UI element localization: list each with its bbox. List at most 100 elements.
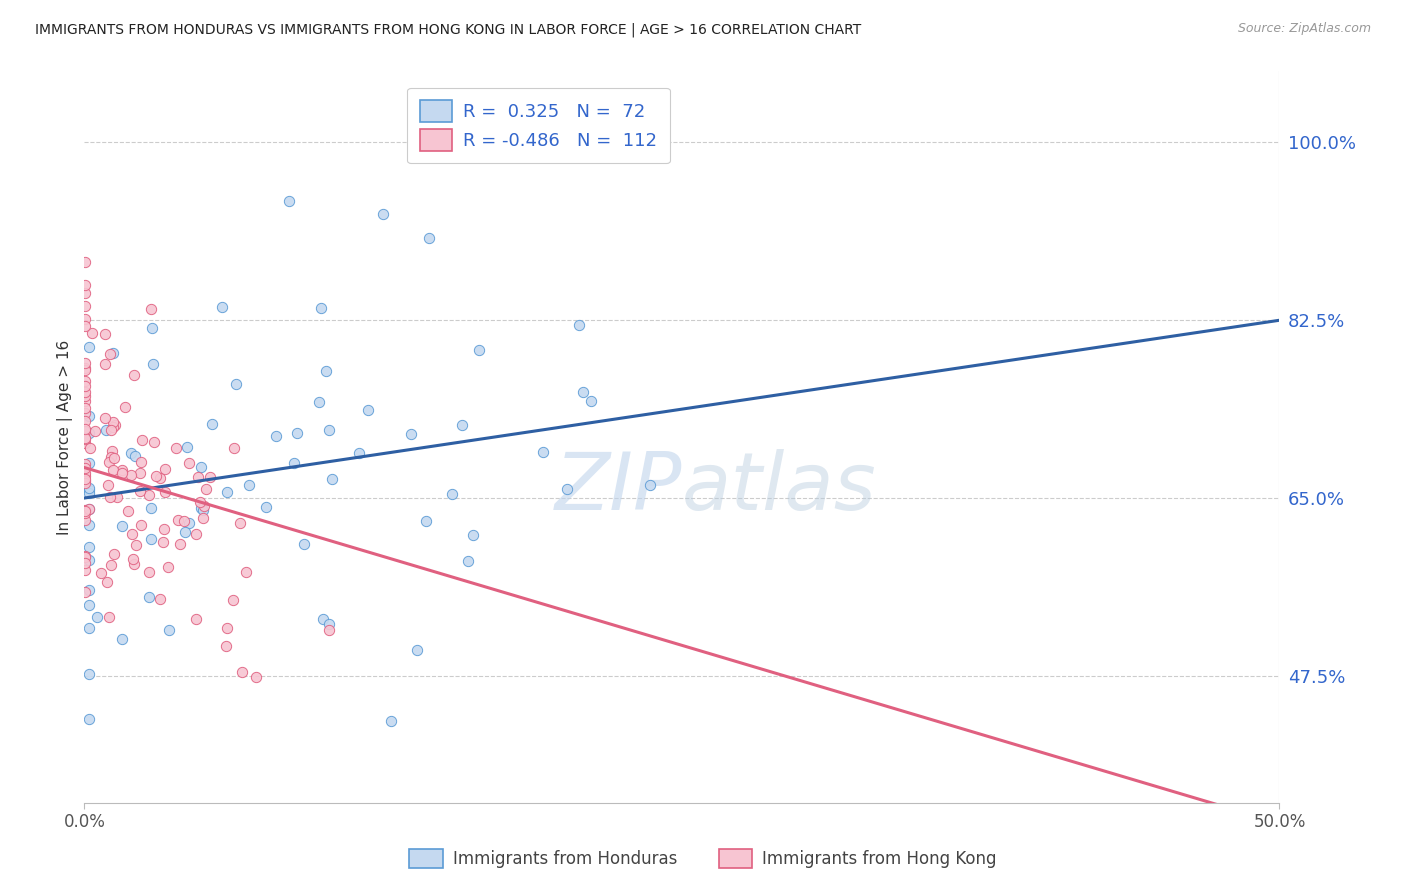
Point <box>187 470 209 484</box>
Point <box>103 463 125 477</box>
Point <box>153 462 176 476</box>
Point <box>440 486 463 500</box>
Point <box>77 501 100 516</box>
Point <box>73 422 96 436</box>
Point <box>103 451 125 466</box>
Point <box>184 527 207 541</box>
Point <box>125 538 148 552</box>
Point <box>120 446 142 460</box>
Point <box>201 417 224 432</box>
Point <box>73 512 96 526</box>
Point <box>97 478 120 492</box>
Point <box>318 423 340 437</box>
Point <box>225 377 247 392</box>
Point <box>533 445 555 459</box>
Point <box>73 363 96 377</box>
Point <box>77 667 100 681</box>
Point <box>73 433 96 447</box>
Point <box>73 356 96 370</box>
Point <box>73 556 96 570</box>
Point <box>121 527 143 541</box>
Point <box>77 483 100 498</box>
Point <box>308 395 330 409</box>
Point <box>73 550 96 565</box>
Point <box>283 456 305 470</box>
Point <box>142 434 165 449</box>
Point <box>186 612 208 626</box>
Point <box>73 506 96 520</box>
Point <box>77 712 100 726</box>
Point <box>169 537 191 551</box>
Point <box>73 318 96 333</box>
Point <box>231 665 253 679</box>
Point <box>73 460 96 475</box>
Point <box>568 318 591 333</box>
Point <box>122 557 145 571</box>
Point <box>73 374 96 388</box>
Point <box>73 414 96 428</box>
Point <box>190 500 212 515</box>
Point <box>114 401 136 415</box>
Point <box>149 471 172 485</box>
Point <box>77 583 100 598</box>
Point <box>73 503 96 517</box>
Point <box>191 503 214 517</box>
Legend: Immigrants from Honduras, Immigrants from Hong Kong: Immigrants from Honduras, Immigrants fro… <box>402 843 1004 875</box>
Point <box>347 446 370 460</box>
Point <box>73 466 96 480</box>
Point <box>73 379 96 393</box>
Point <box>101 346 124 360</box>
Point <box>450 417 472 432</box>
Point <box>124 368 146 382</box>
Text: atlas: atlas <box>682 450 877 527</box>
Point <box>245 670 267 684</box>
Point <box>77 553 100 567</box>
Point <box>86 610 108 624</box>
Point <box>190 495 212 509</box>
Point <box>357 403 380 417</box>
Point <box>77 501 100 516</box>
Point <box>318 624 340 638</box>
Point <box>93 326 115 341</box>
Point <box>73 504 96 518</box>
Point <box>111 466 134 480</box>
Point <box>571 385 593 400</box>
Point <box>152 534 174 549</box>
Point <box>131 433 153 447</box>
Point <box>152 522 174 536</box>
Point <box>77 481 100 495</box>
Point <box>73 406 96 420</box>
Point <box>100 423 122 437</box>
Point <box>138 591 160 605</box>
Point <box>373 207 395 221</box>
Point <box>129 483 152 498</box>
Point <box>73 255 96 269</box>
Point <box>98 455 121 469</box>
Point <box>96 575 118 590</box>
Point <box>73 361 96 376</box>
Point <box>80 326 103 340</box>
Point <box>129 466 152 480</box>
Point <box>98 491 121 505</box>
Point <box>77 426 100 441</box>
Text: IMMIGRANTS FROM HONDURAS VS IMMIGRANTS FROM HONG KONG IN LABOR FORCE | AGE > 16 : IMMIGRANTS FROM HONDURAS VS IMMIGRANTS F… <box>35 22 862 37</box>
Point <box>122 552 145 566</box>
Point <box>139 301 162 316</box>
Point <box>157 623 180 637</box>
Point <box>77 517 100 532</box>
Point <box>139 500 162 515</box>
Point <box>104 417 127 432</box>
Point <box>73 300 96 314</box>
Point <box>194 482 217 496</box>
Point <box>73 277 96 292</box>
Point <box>111 518 134 533</box>
Point <box>101 420 124 434</box>
Point <box>581 393 603 408</box>
Point <box>224 441 246 455</box>
Point <box>77 456 100 470</box>
Point <box>198 470 221 484</box>
Point <box>221 593 243 607</box>
Point <box>117 504 139 518</box>
Point <box>105 490 128 504</box>
Point <box>145 468 167 483</box>
